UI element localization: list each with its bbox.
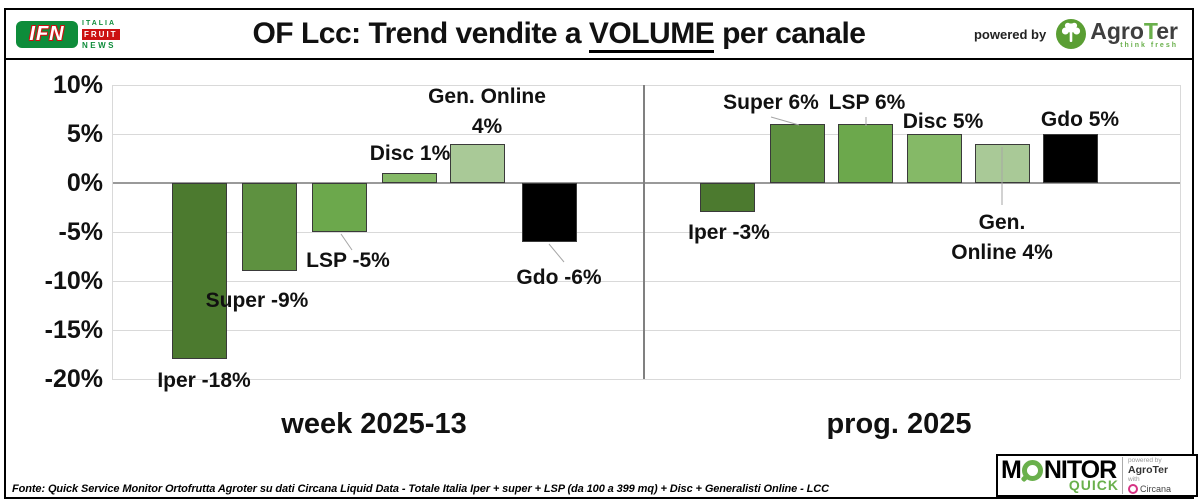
mq-agroter: AgroTer [1128,464,1169,476]
monitor-quick-wordmark: M NITOR QUICK [1001,455,1119,493]
mq-powered-by: powered by [1128,457,1162,464]
bar-gen-online-week [450,143,505,183]
agroter-name-pre: Agro [1090,17,1144,44]
bar-label-disc-prog: Disc 5% [903,107,984,137]
bar-label-lsp-prog: LSP 6% [829,88,906,118]
ifn-word-fruit: FRUIT [82,28,120,40]
ifn-badge: IFN [16,20,78,48]
source-note: Fonte: Quick Service Monitor Ortofrutta … [12,483,829,495]
bar-label-line: Gdo 5% [1040,108,1120,131]
agroter-name-t: T [1143,17,1157,44]
circana-name: Circana [1140,484,1172,494]
x-axis-group-label: week 2025-13 [281,408,467,440]
page-title: OF Lcc: Trend vendite a VOLUME per canal… [144,17,974,53]
y-axis-tick-label: -20% [44,365,103,393]
bar-label-line: 4% [471,115,503,138]
monitor-word-nitor: NITOR [1043,455,1117,484]
bar-super-prog [770,124,825,183]
bar-disc-prog [907,134,962,183]
bar-label-gen-online-prog: Gen. Online 4% [951,208,1053,268]
title-suffix: per canale [714,17,866,50]
plot-right-edge [1180,85,1181,379]
gridline [112,379,1180,380]
y-axis-tick-label: -15% [44,316,103,344]
header: IFN ITALIA FRUIT NEWS OF Lcc: Trend vend… [6,10,1192,60]
group-divider-line [643,85,645,379]
bar-label-line: Iper -3% [688,221,770,244]
y-axis-tick-label: -10% [44,267,103,295]
magnifier-icon [1021,460,1043,481]
bar-label-super-week: Super -9% [206,286,309,316]
plot-left-edge [112,85,113,379]
bar-label-line: Disc 5% [902,110,984,133]
bar-label-line: Gen. [978,211,1026,234]
bar-super-week [242,183,297,272]
circana-icon [1128,484,1138,494]
bar-iper-week [172,183,227,360]
agroter-tagline: think fresh [1120,41,1178,49]
gridline [112,330,1180,331]
bar-label-gen-online-week: Gen. Online 4% [428,82,546,142]
zero-axis-line [112,182,1180,184]
bar-label-gdo-week: Gdo -6% [516,263,601,293]
agroter-logo: AgroTer think fresh [1056,19,1178,49]
monitor-quick-logo: M NITOR QUICK powered by AgroTer with Cir… [996,454,1198,497]
bar-label-line: Iper -18% [157,369,251,392]
y-axis-tick-label: 5% [66,120,103,148]
gridline [112,232,1180,233]
bar-label-gdo-prog: Gdo 5% [1041,105,1119,135]
gridline [112,134,1180,135]
bar-label-line: Gen. Online [428,85,546,108]
agroter-wordmark: AgroTer think fresh [1090,17,1178,49]
ifn-logo: IFN ITALIA FRUIT NEWS [16,19,144,50]
mq-with: with [1128,476,1140,483]
quick-word: QUICK [1068,476,1119,493]
ifn-acronym: IFN [29,22,65,45]
bar-label-line: LSP -5% [306,249,390,272]
powered-by-label: powered by [973,26,1047,42]
bar-label-super-prog: Super 6% [723,88,819,118]
gridline [112,281,1180,282]
ifn-word-news: NEWS [82,40,116,50]
bar-iper-prog [700,183,755,213]
title-prefix: OF Lcc: Trend vendite a [252,17,589,50]
powered-by-agroter: powered by AgroTer [974,19,1178,49]
bar-label-iper-prog: Iper -3% [688,218,770,248]
bar-lsp-week [312,183,367,232]
agroter-tree-icon [1056,19,1087,49]
x-axis-group-label: prog. 2025 [826,408,972,440]
bar-label-line: LSP 6% [828,91,906,114]
bar-label-line: Online 4% [951,241,1053,264]
bar-label-line: Super 6% [723,91,819,114]
agroter-name-post: er [1156,17,1178,44]
bar-label-disc-week: Disc 1% [370,139,451,169]
bar-disc-week [382,173,437,183]
ifn-word-italia: ITALIA [82,19,117,27]
bar-gdo-prog [1043,134,1098,183]
y-axis-tick-label: 10% [52,71,103,99]
monitor-quick-credits: powered by AgroTer with Circana [1122,457,1171,494]
bar-label-lsp-week: LSP -5% [306,246,390,276]
bar-label-line: Gdo -6% [516,266,602,289]
gridline [112,85,1180,86]
bar-gen-online-prog [975,143,1030,183]
bar-gdo-week [522,183,577,242]
mq-circana: Circana [1128,484,1171,494]
monitor-word-m: M [1001,455,1022,484]
bar-label-iper-week: Iper -18% [157,366,250,396]
agroter-name: AgroTer [1090,17,1178,44]
bar-label-line: Disc 1% [369,142,451,165]
monitor-word: M NITOR [1001,455,1119,484]
y-axis-tick-label: 0% [66,169,103,197]
bar-label-line: Super -9% [205,289,309,312]
ifn-wordmark: ITALIA FRUIT NEWS [82,19,120,50]
y-axis-tick-label: -5% [58,218,103,246]
bar-lsp-prog [838,124,893,183]
title-emphasis-underlined: VOLUME [588,17,715,53]
